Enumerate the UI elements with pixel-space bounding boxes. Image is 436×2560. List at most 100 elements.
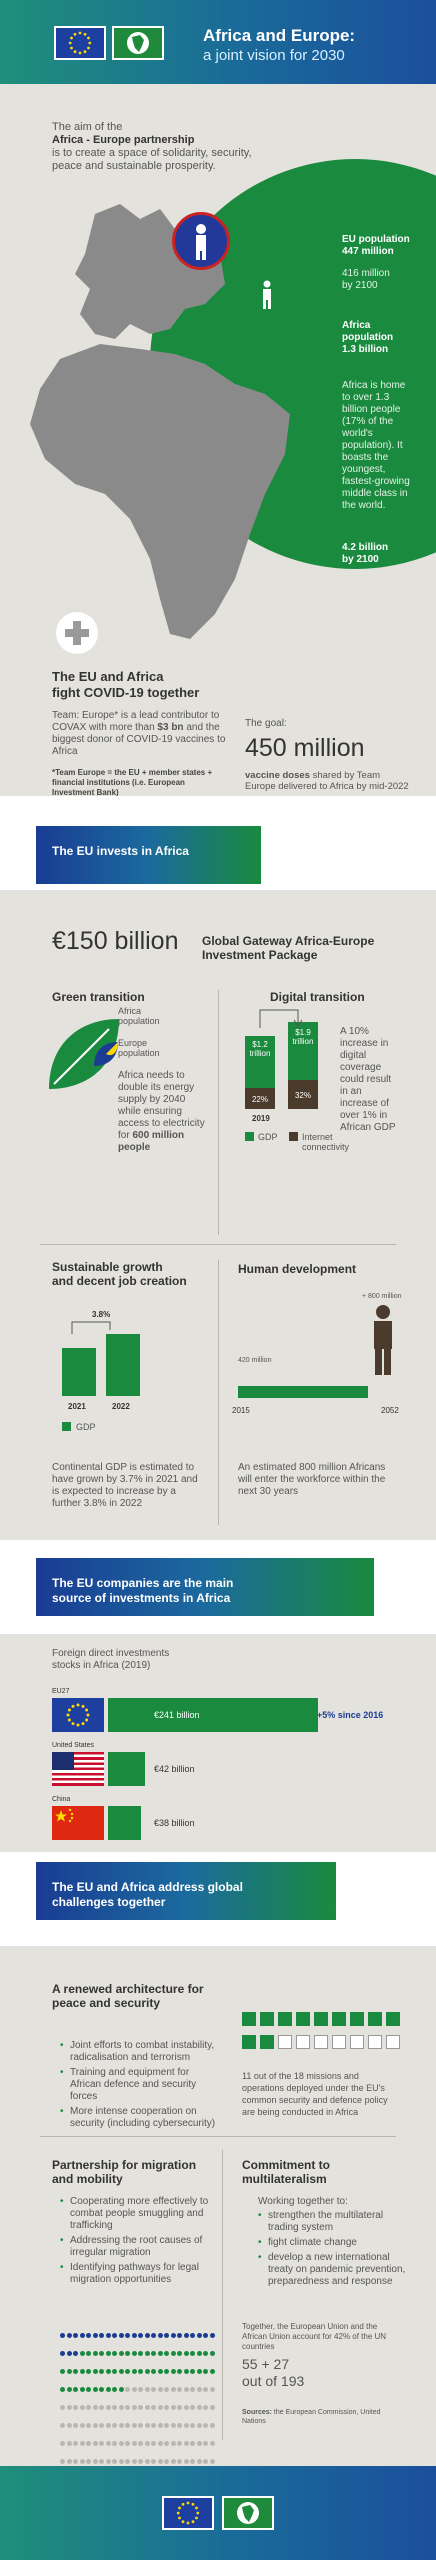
un-dot-au <box>196 2350 202 2356</box>
un-dot-au <box>144 2350 150 2356</box>
companies-band-bar: The EU companies are the main source of … <box>36 1558 374 1616</box>
un-dot-other <box>86 2422 91 2428</box>
un-dot-other <box>209 2404 215 2410</box>
un-dot-au <box>177 2350 182 2356</box>
un-dot-other <box>60 2440 65 2446</box>
un-dot-other <box>105 2422 111 2428</box>
un-dot-other <box>105 2440 111 2446</box>
leaf-icon <box>49 1019 119 1089</box>
growth-bar-2022 <box>106 1334 140 1396</box>
legend-internet-label: Internet connectivity <box>302 1132 350 1152</box>
un-dot-au <box>105 2368 111 2374</box>
un-dot-au <box>99 2350 104 2356</box>
un-dot-other <box>190 2458 195 2464</box>
list-item: Addressing the root causes of irregular … <box>60 2235 220 2259</box>
un-dot-other <box>144 2422 150 2428</box>
un-dot-au <box>125 2368 130 2374</box>
un-dot-au <box>112 2368 117 2374</box>
un-dot-other <box>73 2404 78 2410</box>
un-dot-au <box>73 2386 78 2392</box>
un-dot-eu <box>73 2332 78 2338</box>
mission-square-other <box>368 2035 382 2049</box>
peace-title: A renewed architecture for peace and sec… <box>52 1982 204 2010</box>
un-dot-other <box>125 2404 130 2410</box>
un-dot-eu <box>66 2332 72 2338</box>
un-dot-au <box>177 2368 182 2374</box>
un-dot-other <box>112 2404 117 2410</box>
un-dot-eu <box>183 2332 189 2338</box>
un-dot-eu <box>60 2332 65 2338</box>
multilateral-title: Commitment to multilateralism <box>242 2158 330 2186</box>
green-europe-label: Europe population <box>118 1038 160 1058</box>
un-dot-other <box>151 2458 156 2464</box>
mission-square-africa <box>332 2012 346 2026</box>
digital-year-label: 2019 <box>252 1114 270 1123</box>
section-divider <box>40 2136 396 2137</box>
mission-square-other <box>314 2035 328 2049</box>
footer-african-union-flag-logo <box>222 2496 274 2530</box>
eu-population-2100: 416 million by 2100 <box>342 268 390 291</box>
africa-person-icon <box>263 280 271 309</box>
fdi-label-china: China <box>52 1796 71 1803</box>
un-dot-au <box>131 2350 137 2356</box>
un-dot-other <box>131 2422 137 2428</box>
gateway-title: Global Gateway Africa-Europe Investment … <box>202 934 375 962</box>
un-dot-other <box>183 2458 189 2464</box>
mission-square-africa <box>260 2012 274 2026</box>
un-dot-au <box>170 2350 176 2356</box>
fdi-label-eu: EU27 <box>52 1688 70 1695</box>
un-dot-other <box>60 2404 65 2410</box>
list-item: Joint efforts to combat instability, rad… <box>60 2040 220 2064</box>
green-africa-label: Africa population <box>118 1006 160 1026</box>
medical-cross-icon <box>56 612 98 654</box>
digital-bar1-share: 22% <box>251 1095 268 1104</box>
un-dot-other <box>125 2440 130 2446</box>
human-year-start: 2015 <box>232 1406 250 1415</box>
un-dot-au <box>138 2350 143 2356</box>
un-dot-au <box>157 2350 163 2356</box>
un-dot-other <box>170 2422 176 2428</box>
column-divider <box>222 2150 223 2440</box>
population-section: The aim of the Africa - Europe partnersh… <box>0 84 436 796</box>
mission-square-africa <box>278 2012 292 2026</box>
un-dot-other <box>177 2386 182 2392</box>
un-dot-au <box>66 2368 72 2374</box>
un-dot-au <box>196 2368 202 2374</box>
un-dot-eu <box>105 2332 111 2338</box>
un-countries-dot-grid <box>60 2326 220 2488</box>
un-dot-au <box>79 2368 85 2374</box>
challenges-band-bar: The EU and Africa address global challen… <box>36 1862 336 1920</box>
un-dot-au <box>151 2350 156 2356</box>
un-dot-other <box>151 2422 156 2428</box>
un-dot-other <box>196 2404 202 2410</box>
un-dot-eu <box>196 2332 202 2338</box>
un-dot-other <box>196 2440 202 2446</box>
un-dot-other <box>138 2386 143 2392</box>
un-dot-other <box>60 2458 65 2464</box>
un-dot-au <box>164 2368 169 2374</box>
un-dot-other <box>92 2422 98 2428</box>
multilateral-stat-total: out of 193 <box>242 2373 305 2389</box>
un-dot-other <box>151 2404 156 2410</box>
eu-flag-icon <box>52 1698 104 1732</box>
un-dot-eu <box>99 2332 104 2338</box>
un-dot-other <box>209 2422 215 2428</box>
mission-square-africa <box>242 2035 256 2049</box>
un-dot-other <box>209 2386 215 2392</box>
un-dot-eu <box>170 2332 176 2338</box>
un-dot-other <box>118 2440 124 2446</box>
digital-bar-2020-internet <box>288 1080 318 1109</box>
mission-square-africa <box>242 2012 256 2026</box>
un-dot-au <box>105 2386 111 2392</box>
un-dot-eu <box>164 2332 169 2338</box>
page-title: Africa and Europe: <box>203 26 356 45</box>
un-dot-other <box>164 2404 169 2410</box>
un-dot-au <box>112 2386 117 2392</box>
fdi-bar-china <box>108 1806 141 1840</box>
un-dot-au <box>118 2350 124 2356</box>
team-europe-note: *Team Europe = the EU + member states + … <box>52 768 213 796</box>
footer-eu-flag-logo <box>162 2496 214 2530</box>
un-dot-other <box>177 2458 182 2464</box>
un-dot-other <box>183 2386 189 2392</box>
un-dot-eu <box>118 2332 124 2338</box>
